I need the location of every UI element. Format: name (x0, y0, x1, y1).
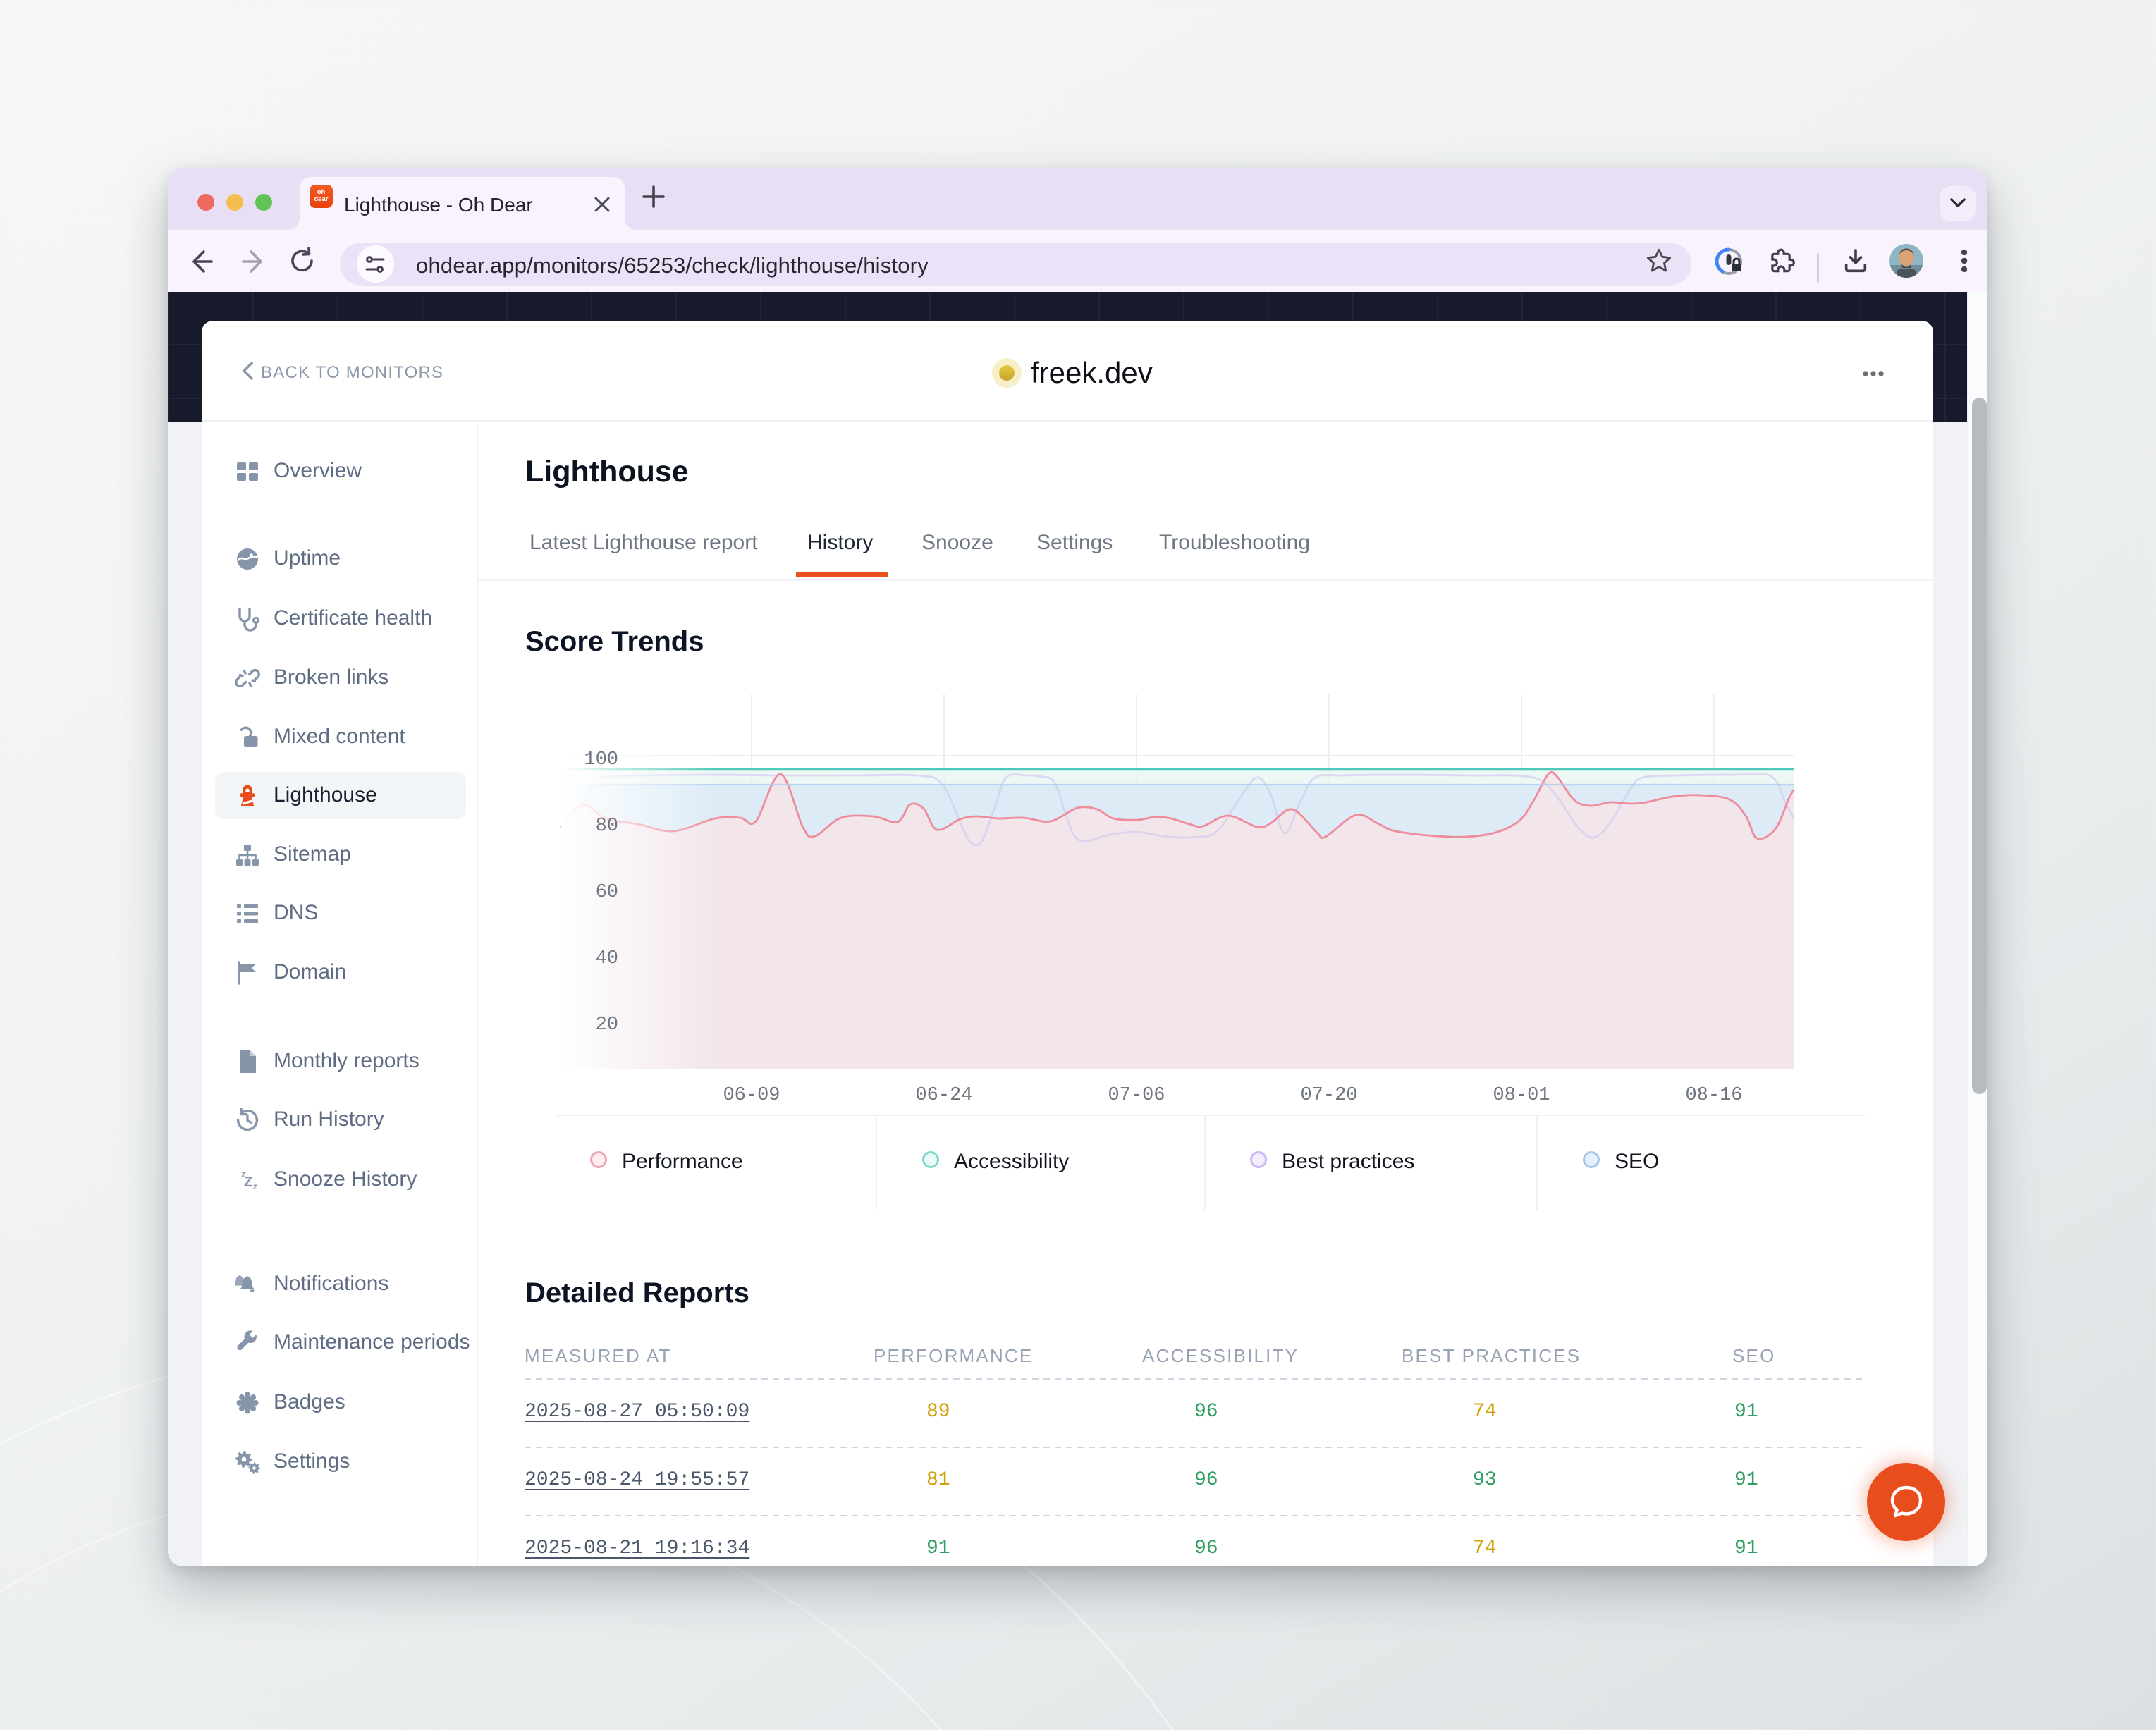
svg-text:07-20: 07-20 (1300, 1085, 1357, 1106)
svg-text:20: 20 (596, 1014, 618, 1036)
svg-text:40: 40 (596, 948, 618, 969)
svg-text:Z: Z (244, 1174, 252, 1190)
svg-text:08-01: 08-01 (1493, 1085, 1550, 1106)
svg-text:80: 80 (596, 816, 618, 837)
svg-text:100: 100 (584, 749, 618, 771)
svg-text:z: z (241, 1168, 246, 1179)
svg-text:z: z (253, 1182, 257, 1191)
svg-text:06-24: 06-24 (915, 1085, 972, 1106)
svg-text:08-16: 08-16 (1685, 1085, 1742, 1106)
svg-text:60: 60 (596, 882, 618, 903)
svg-text:07-06: 07-06 (1108, 1085, 1165, 1106)
svg-text:06-09: 06-09 (723, 1085, 780, 1106)
